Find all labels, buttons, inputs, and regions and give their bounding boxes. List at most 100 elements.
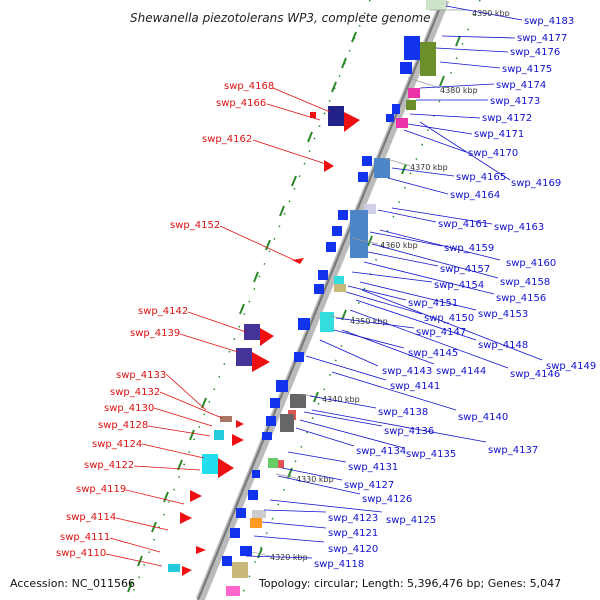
gene-label-swp_4154[interactable]: swp_4154 bbox=[434, 280, 484, 291]
gene-label-swp_4161[interactable]: swp_4161 bbox=[438, 219, 488, 230]
gene-label-swp_4175[interactable]: swp_4175 bbox=[502, 64, 552, 75]
chromosome-backbone bbox=[195, 0, 450, 600]
right-leader-line bbox=[403, 129, 467, 153]
right-leader-line bbox=[363, 261, 495, 295]
right-leader-line bbox=[331, 371, 457, 411]
gene-label-swp_4158[interactable]: swp_4158 bbox=[500, 277, 550, 288]
gene-label-swp_4111[interactable]: swp_4111 bbox=[60, 532, 110, 543]
right-leader-line bbox=[311, 409, 487, 443]
gene-arrow bbox=[236, 420, 244, 428]
gene-label-swp_4120[interactable]: swp_4120 bbox=[328, 544, 378, 555]
gene-label-swp_4166[interactable]: swp_4166 bbox=[216, 98, 266, 109]
gene-label-swp_4139[interactable]: swp_4139 bbox=[130, 328, 180, 339]
right-leader-line bbox=[305, 355, 387, 381]
right-leader-line bbox=[299, 419, 405, 449]
gene-label-swp_4126[interactable]: swp_4126 bbox=[362, 494, 412, 505]
gene-label-swp_4176[interactable]: swp_4176 bbox=[510, 47, 560, 58]
gene-label-swp_4170[interactable]: swp_4170 bbox=[468, 148, 518, 159]
gene-label-swp_4119[interactable]: swp_4119 bbox=[76, 484, 126, 495]
gene-label-swp_4149[interactable]: swp_4149 bbox=[546, 361, 596, 372]
gene-label-swp_4121[interactable]: swp_4121 bbox=[328, 528, 378, 539]
gene-label-swp_4140[interactable]: swp_4140 bbox=[458, 412, 508, 423]
gene-label-swp_4135[interactable]: swp_4135 bbox=[406, 449, 456, 460]
gene-label-swp_4174[interactable]: swp_4174 bbox=[496, 80, 546, 91]
gene-box bbox=[396, 118, 408, 128]
gene-label-swp_4160[interactable]: swp_4160 bbox=[506, 258, 556, 269]
gene-label-swp_4164[interactable]: swp_4164 bbox=[450, 190, 500, 201]
gene-label-swp_4114[interactable]: swp_4114 bbox=[66, 512, 116, 523]
right-leader-line bbox=[349, 309, 509, 369]
gene-label-swp_4128[interactable]: swp_4128 bbox=[98, 420, 148, 431]
gene-box bbox=[350, 210, 368, 258]
gene-label-swp_4110[interactable]: swp_4110 bbox=[56, 548, 106, 559]
gene-label-swp_4157[interactable]: swp_4157 bbox=[440, 264, 490, 275]
gene-label-swp_4162[interactable]: swp_4162 bbox=[202, 134, 252, 145]
gene-label-swp_4124[interactable]: swp_4124 bbox=[92, 439, 142, 450]
gene-label-swp_4142[interactable]: swp_4142 bbox=[138, 306, 188, 317]
gene-box bbox=[392, 104, 400, 114]
gene-label-swp_4173[interactable]: swp_4173 bbox=[490, 96, 540, 107]
gene-label-swp_4127[interactable]: swp_4127 bbox=[344, 480, 394, 491]
gene-arrow bbox=[232, 434, 244, 446]
left-leader-line bbox=[219, 225, 295, 261]
right-leader-line bbox=[361, 289, 543, 361]
left-leader-line bbox=[133, 465, 201, 471]
genome-summary-text: Topology: circular; Length: 5,396,476 bp… bbox=[258, 577, 561, 590]
kbp-leader bbox=[351, 237, 379, 245]
kbp-label-4390: 4390 kbp bbox=[472, 9, 510, 18]
gene-label-swp_4134[interactable]: swp_4134 bbox=[356, 446, 406, 457]
gene-label-swp_4171[interactable]: swp_4171 bbox=[474, 129, 524, 140]
gene-label-swp_4123[interactable]: swp_4123 bbox=[328, 513, 378, 524]
gene-label-swp_4183[interactable]: swp_4183 bbox=[524, 16, 574, 27]
right-gene-track bbox=[222, 0, 446, 596]
gene-label-swp_4146[interactable]: swp_4146 bbox=[510, 369, 560, 380]
left-leader-line bbox=[179, 333, 239, 353]
gene-label-swp_4153[interactable]: swp_4153 bbox=[478, 309, 528, 320]
gene-label-swp_4145[interactable]: swp_4145 bbox=[408, 348, 458, 359]
gene-label-swp_4172[interactable]: swp_4172 bbox=[482, 113, 532, 124]
gene-box bbox=[214, 430, 224, 440]
left-leader-line bbox=[147, 425, 211, 437]
gene-box bbox=[266, 416, 276, 426]
gene-label-swp_4159[interactable]: swp_4159 bbox=[444, 243, 494, 254]
left-leader-line bbox=[109, 537, 161, 553]
gene-label-swp_4122[interactable]: swp_4122 bbox=[84, 460, 134, 471]
gene-label-swp_4147[interactable]: swp_4147 bbox=[416, 327, 466, 338]
gene-label-swp_4151[interactable]: swp_4151 bbox=[408, 298, 458, 309]
gene-label-swp_4133[interactable]: swp_4133 bbox=[116, 370, 166, 381]
gene-label-swp_4152[interactable]: swp_4152 bbox=[170, 220, 220, 231]
right-leader-line bbox=[367, 251, 439, 267]
gene-arrow bbox=[196, 546, 206, 554]
gene-box bbox=[232, 562, 248, 578]
gene-label-swp_4169[interactable]: swp_4169 bbox=[511, 178, 561, 189]
gene-label-swp_4118[interactable]: swp_4118 bbox=[314, 559, 364, 570]
gene-label-swp_4141[interactable]: swp_4141 bbox=[390, 381, 440, 392]
gene-label-swp_4150[interactable]: swp_4150 bbox=[424, 313, 474, 324]
gene-label-swp_4130[interactable]: swp_4130 bbox=[104, 403, 154, 414]
gene-label-swp_4163[interactable]: swp_4163 bbox=[494, 222, 544, 233]
right-leader-line bbox=[409, 113, 481, 119]
gene-label-swp_4148[interactable]: swp_4148 bbox=[478, 340, 528, 351]
gene-label-swp_4131[interactable]: swp_4131 bbox=[348, 462, 398, 473]
gene-label-swp_4177[interactable]: swp_4177 bbox=[517, 33, 567, 44]
gene-label-swp_4138[interactable]: swp_4138 bbox=[378, 407, 428, 418]
gene-label-swp_4168[interactable]: swp_4168 bbox=[224, 81, 274, 92]
gene-label-swp_4156[interactable]: swp_4156 bbox=[496, 293, 546, 304]
gene-label-swp_4137[interactable]: swp_4137 bbox=[488, 445, 538, 456]
gene-label-swp_4143[interactable]: swp_4143 bbox=[382, 366, 432, 377]
kbp-leader bbox=[251, 551, 271, 557]
gene-arrow bbox=[218, 458, 234, 478]
right-leader-line bbox=[369, 231, 443, 247]
right-leader-line bbox=[387, 177, 449, 195]
gene-label-swp_4136[interactable]: swp_4136 bbox=[384, 426, 434, 437]
gene-arrow bbox=[252, 352, 270, 372]
right-leader-line bbox=[287, 451, 347, 463]
gene-box bbox=[400, 62, 412, 74]
gene-label-swp_4125[interactable]: swp_4125 bbox=[386, 515, 436, 526]
right-label-group: swp_4183 swp_4177 swp_4176 swp_4175 swp_… bbox=[245, 5, 596, 570]
gene-label-swp_4132[interactable]: swp_4132 bbox=[110, 387, 160, 398]
kbp-leader bbox=[383, 157, 411, 167]
gene-label-swp_4165[interactable]: swp_4165 bbox=[456, 172, 506, 183]
gene-label-swp_4144[interactable]: swp_4144 bbox=[436, 366, 486, 377]
